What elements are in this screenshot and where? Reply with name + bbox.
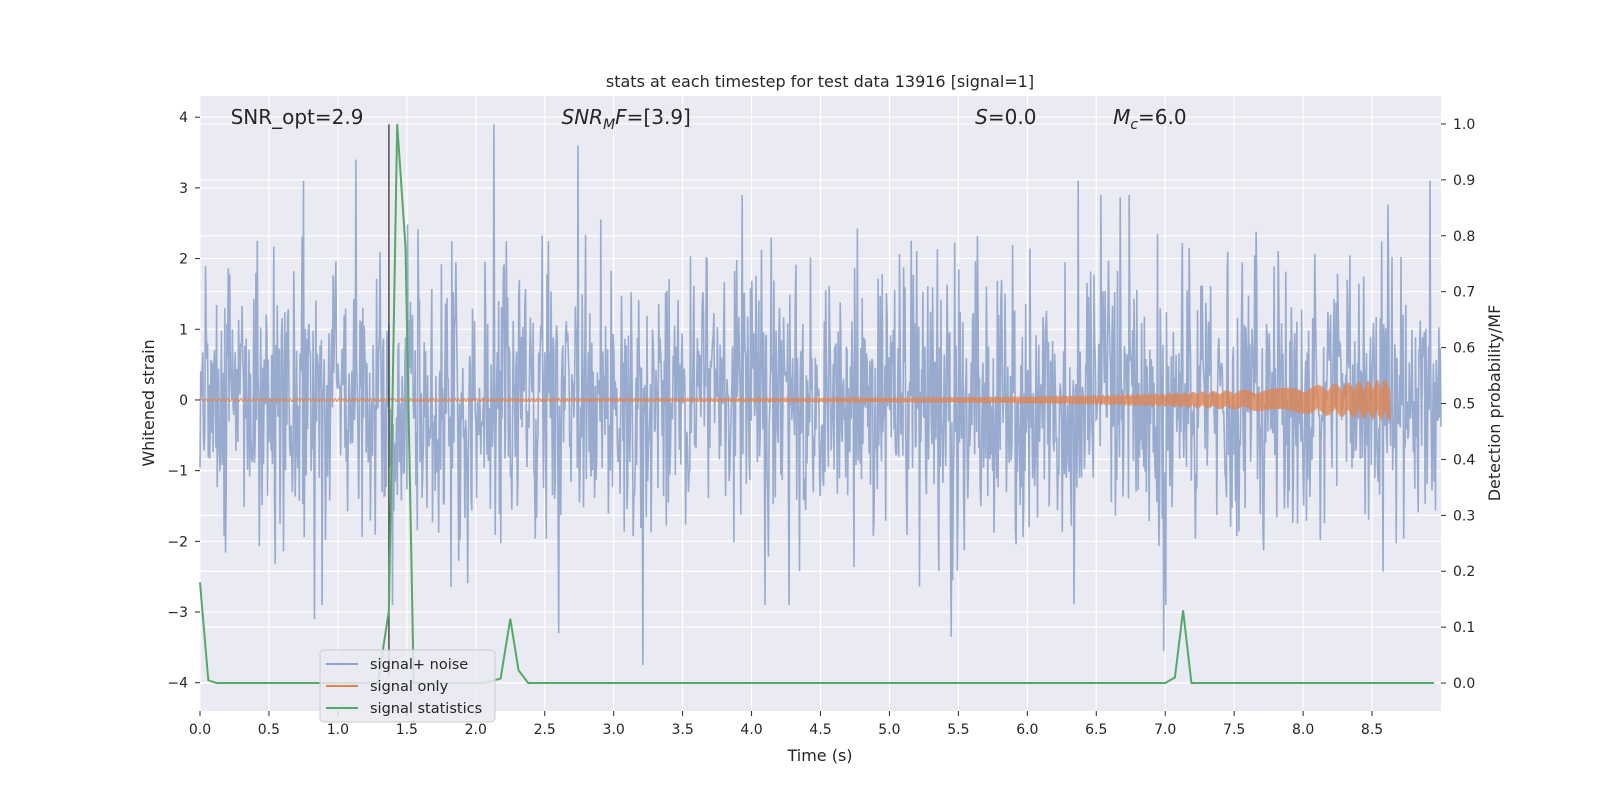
left-y-tick-label: 0 [179,393,188,409]
left-y-tick-label: −2 [167,534,188,550]
annotation-0: SNR_opt=2.9 [231,105,364,129]
x-tick-label: 4.5 [809,722,831,738]
x-tick-label: 0.5 [258,722,280,738]
right-y-tick-label: 0.6 [1453,341,1475,357]
x-tick-label: 7.0 [1154,722,1176,738]
signal-noise-line [199,124,1442,666]
left-y-tick-label: 2 [179,252,188,268]
annotation-3: Mc=6.0 [1113,105,1187,133]
signal-noise-series [199,124,1442,666]
signal-only-series [199,379,1391,421]
left-y-axis-label: Whitened strain [139,339,158,466]
x-tick-label: 1.0 [327,722,349,738]
legend: signal+ noise signal only signal statist… [319,649,496,723]
legend-box [319,649,496,723]
legend-label-signal-noise: signal+ noise [370,657,468,673]
x-tick-label: 3.5 [671,722,693,738]
legend-label-signal-only: signal only [370,679,449,695]
x-tick-label: 3.0 [603,722,625,738]
x-tick-label: 6.0 [1016,722,1038,738]
x-tick-label: 7.5 [1223,722,1245,738]
right-y-tick-label: 0.8 [1453,229,1475,245]
legend-label-signal-statistics: signal statistics [370,701,482,717]
x-tick-label: 2.5 [534,722,556,738]
annotations: SNR_opt=2.9 SNRMF=[3.9] S=0.0 Mc=6.0 [231,105,1187,133]
annotation-1: SNRMF=[3.9] [562,105,691,133]
x-tick-label: 5.5 [947,722,969,738]
left-y-tick-label: 3 [179,181,188,197]
right-y-tick-label: 0.5 [1453,397,1475,413]
x-tick-label: 6.5 [1085,722,1107,738]
chart-title: stats at each timestep for test data 139… [606,72,1034,91]
x-axis-ticks: 0.0 0.5 1.0 1.5 2.0 2.5 3.0 3.5 4.0 4.5 5.0 5.5 6.0 6… [189,711,1383,738]
right-y-tick-label: 0.2 [1453,564,1475,580]
right-y-tick-label: 0.7 [1453,285,1475,301]
left-y-tick-label: 4 [179,110,188,126]
x-tick-label: 2.0 [465,722,487,738]
x-tick-label: 8.5 [1361,722,1383,738]
right-y-tick-label: 0.0 [1453,676,1475,692]
x-tick-label: 5.0 [878,722,900,738]
x-tick-label: 1.5 [396,722,418,738]
x-tick-label: 4.0 [740,722,762,738]
left-y-tick-label: −1 [167,464,188,480]
left-y-tick-label: −3 [167,605,188,621]
grid [199,96,1441,711]
right-y-tick-label: 1.0 [1453,117,1475,133]
x-tick-label: 8.0 [1292,722,1314,738]
left-y-tick-label: −4 [167,676,188,692]
x-tick-label: 0.0 [189,722,211,738]
right-y-tick-label: 0.3 [1453,508,1475,524]
right-y-tick-label: 0.4 [1453,452,1475,468]
right-y-tick-label: 0.1 [1453,620,1475,636]
annotation-2: S=0.0 [975,105,1036,129]
left-y-tick-label: 1 [179,322,188,338]
right-y-axis-label: Detection probability/MF [1485,305,1504,502]
signal-only-line [199,379,1391,421]
x-axis-label: Time (s) [786,746,852,765]
left-y-axis-ticks: 4 3 2 1 0 −1 −2 −3 −4 [167,110,200,692]
right-y-tick-label: 0.9 [1453,173,1475,189]
right-y-axis-ticks: 1.0 0.9 0.8 0.7 0.6 0.5 0.4 0.3 0.2 0.1 0.0 [1441,117,1475,692]
